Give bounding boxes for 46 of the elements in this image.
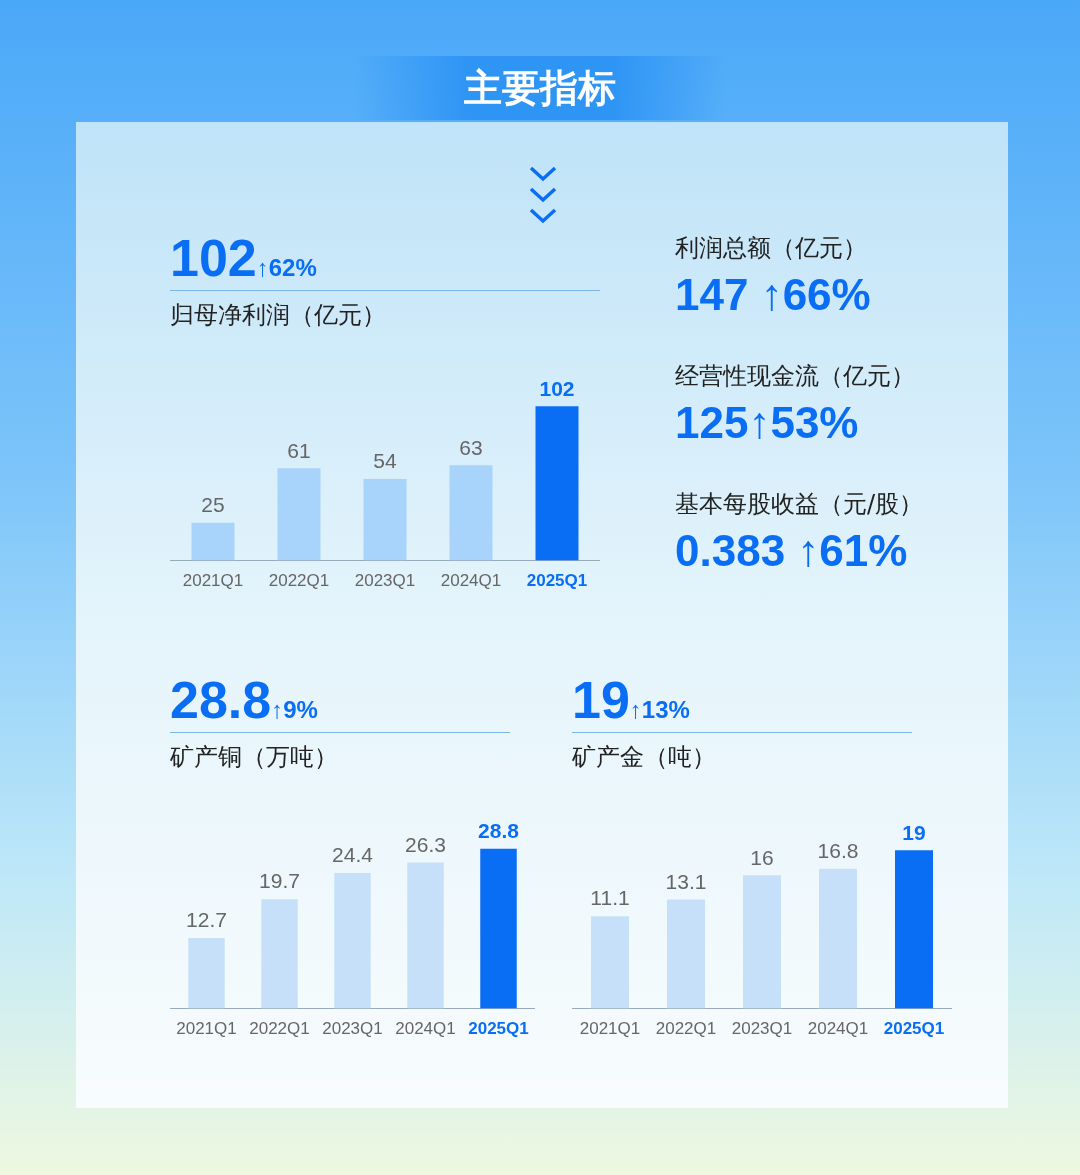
text: 125↑53% (675, 398, 860, 448)
x-tick-label: 2024Q1 (807, 1019, 869, 1039)
x-tick-label: 2022Q1 (655, 1019, 717, 1039)
chart-title: 矿产金（吨） (572, 742, 717, 773)
x-tick-label: 2023Q1 (731, 1019, 793, 1039)
x-tick-label: 2023Q1 (322, 1019, 383, 1039)
data-label: 13.1 (665, 869, 707, 893)
text: 102 (170, 229, 257, 287)
x-tick-label: 2021Q1 (176, 1019, 237, 1039)
text: 0.383 ↑61% (675, 526, 909, 576)
data-label: 19.7 (259, 869, 300, 893)
text: 主要指标 (355, 56, 725, 120)
data-label: 16.8 (817, 838, 859, 862)
text: ↑9% (271, 696, 318, 723)
data-label: 26.3 (405, 832, 446, 856)
text: ↑13% (629, 696, 690, 723)
x-tick-label: 2022Q1 (249, 1019, 310, 1039)
text: 利润总额（亿元） (675, 233, 868, 264)
data-label: 11.1 (590, 886, 630, 910)
text: ↑62% (256, 254, 317, 281)
x-tick-label: 2021Q1 (182, 571, 244, 591)
text: 基本每股收益（元/股） (675, 489, 924, 520)
x-tick-label: 2022Q1 (268, 571, 330, 591)
data-label: 102 (539, 376, 575, 400)
chart-title: 归母净利润（亿元） (170, 300, 387, 331)
data-label: 61 (287, 438, 311, 462)
text: 19 (572, 671, 630, 729)
x-tick-label: 2025Q1 (468, 1019, 529, 1039)
text: 147 ↑66% (675, 270, 872, 320)
data-label: 63 (459, 435, 483, 459)
x-tick-label: 2024Q1 (395, 1019, 456, 1039)
data-label: 25 (201, 493, 225, 517)
x-tick-label: 2025Q1 (526, 571, 588, 591)
x-tick-label: 2023Q1 (354, 571, 416, 591)
data-label: 16 (750, 845, 774, 869)
x-tick-label: 2024Q1 (440, 571, 502, 591)
data-label: 12.7 (186, 908, 227, 932)
x-tick-label: 2025Q1 (883, 1019, 945, 1039)
chart-title: 矿产铜（万吨） (170, 742, 339, 773)
data-label: 24.4 (332, 843, 374, 867)
data-label: 28.8 (478, 818, 520, 842)
text: 经营性现金流（亿元） (675, 361, 916, 392)
data-label: 54 (373, 449, 397, 473)
text: 28.8 (170, 671, 272, 729)
data-label: 19 (902, 820, 926, 844)
x-tick-label: 2021Q1 (579, 1019, 641, 1039)
